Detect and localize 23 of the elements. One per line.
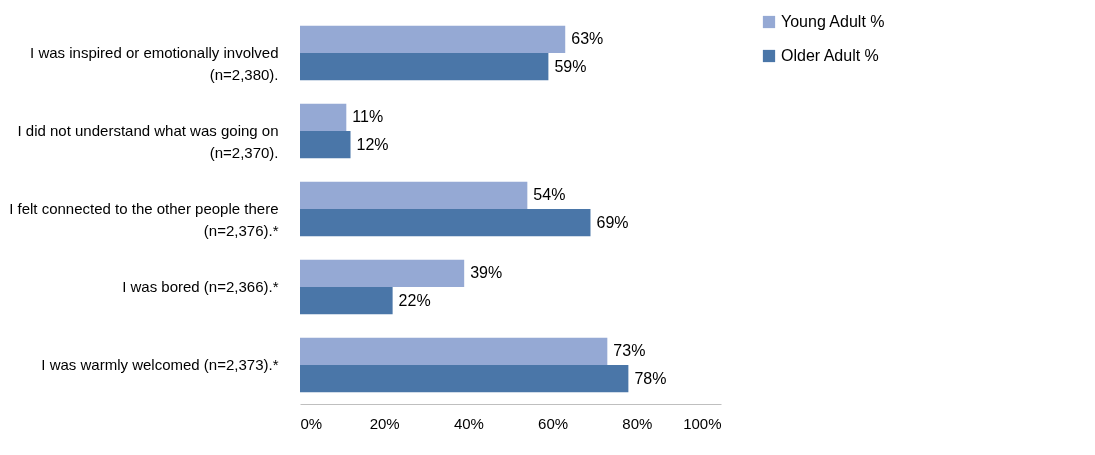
data-label: 11% <box>352 108 384 126</box>
y-tick-label: I was inspired or emotionally involved (n=2,380). <box>30 44 279 83</box>
data-label: 63% <box>571 30 604 48</box>
x-tick-label: 60% <box>538 414 569 432</box>
data-label: 12% <box>356 135 389 153</box>
x-tick-label: 0% <box>300 414 323 432</box>
x-tick-label: 80% <box>622 414 653 432</box>
x-tick-label: 20% <box>369 414 400 432</box>
y-tick-label: I did not understand what was going on (n=2,370). <box>17 122 279 161</box>
y-tick-label: I was warmly welcomed (n=2,373).* <box>41 356 279 373</box>
legend-label: Young Adult % <box>781 13 885 30</box>
legend-label: Older Adult % <box>781 47 879 64</box>
y-tick-label: I felt connected to the other people there (n=2,376).* <box>9 200 279 239</box>
data-label: 69% <box>596 213 629 231</box>
y-tick-label: I was bored (n=2,366).* <box>122 278 279 295</box>
data-label: 78% <box>634 369 667 387</box>
x-tick-label: 40% <box>453 414 484 432</box>
data-label: 39% <box>470 264 503 282</box>
data-label: 54% <box>533 186 566 204</box>
data-label: 22% <box>398 291 431 309</box>
x-tick-label: 100% <box>683 414 722 432</box>
data-label: 59% <box>554 57 587 75</box>
data-label: 73% <box>613 342 646 360</box>
